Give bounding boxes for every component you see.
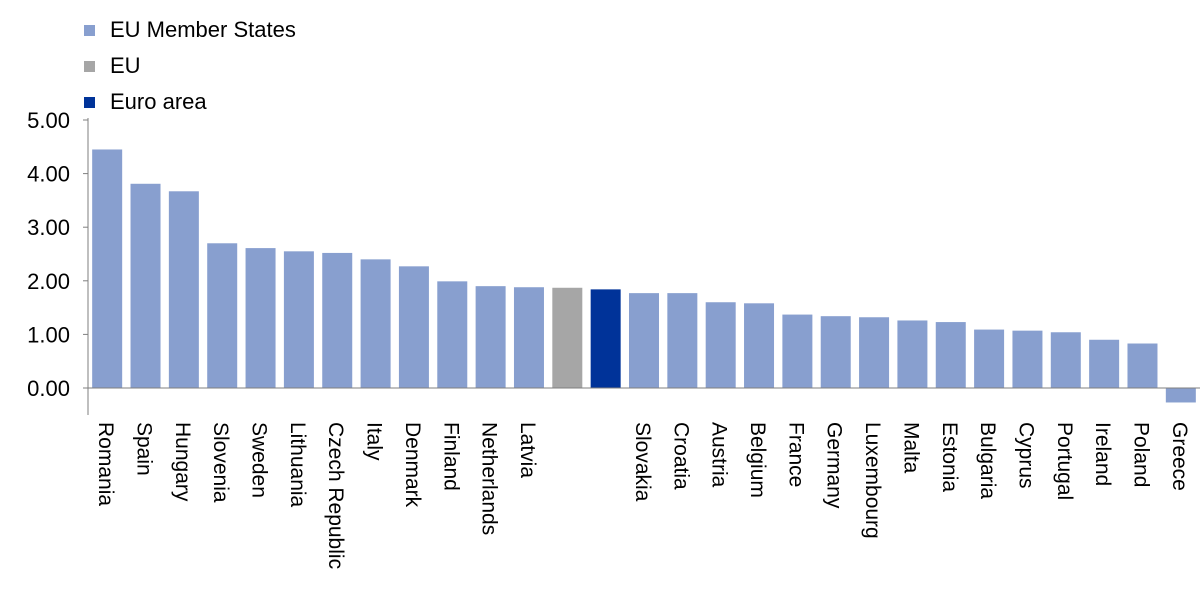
- y-tick-label: 1.00: [27, 322, 70, 347]
- legend-label: EU: [110, 53, 141, 78]
- x-tick-label: Italy: [363, 422, 386, 461]
- x-tick-label: Poland: [1129, 422, 1152, 487]
- bar-lithuania: [283, 251, 314, 388]
- y-tick-label: 3.00: [27, 215, 70, 240]
- x-tick-label: Croatia: [669, 422, 692, 490]
- bar-slovenia: [207, 243, 238, 388]
- x-tick-label: Malta: [899, 422, 922, 474]
- bar-spain: [130, 183, 161, 388]
- legend-item-member-states: EU Member States: [84, 12, 296, 48]
- bar-portugal: [1050, 332, 1081, 388]
- x-tick-label: Cyprus: [1014, 422, 1037, 489]
- bar-ireland: [1089, 339, 1120, 388]
- chart-legend: EU Member States EU Euro area: [84, 12, 296, 120]
- x-tick-label: France: [784, 422, 807, 487]
- x-tick-label: Spain: [133, 422, 156, 476]
- x-tick-label: Belgium: [746, 422, 769, 498]
- bar-netherlands: [475, 286, 506, 388]
- bar-bulgaria: [974, 329, 1005, 388]
- legend-item-euro-area: Euro area: [84, 84, 296, 120]
- bar-belgium: [744, 303, 775, 388]
- x-tick-label: Luxembourg: [861, 422, 884, 539]
- legend-item-eu: EU: [84, 48, 296, 84]
- x-tick-label: Slovenia: [209, 422, 232, 503]
- x-tick-label: Netherlands: [478, 422, 501, 535]
- legend-label: Euro area: [110, 89, 207, 114]
- x-tick-label: Sweden: [248, 422, 271, 498]
- legend-label: EU Member States: [110, 17, 296, 42]
- bar-finland: [437, 281, 468, 388]
- x-tick-label: Portugal: [1053, 422, 1076, 500]
- bar-eu: [552, 287, 583, 388]
- bar-czech-republic: [322, 252, 353, 388]
- bar-poland: [1127, 343, 1158, 388]
- bar-luxembourg: [859, 317, 890, 388]
- y-tick-label: 4.00: [27, 162, 70, 187]
- legend-swatch-eu: [84, 60, 95, 72]
- x-tick-label: Latvia: [516, 422, 539, 478]
- bar-latvia: [513, 287, 544, 388]
- x-tick-label: Greece: [1168, 422, 1191, 491]
- bar-cyprus: [1012, 330, 1043, 388]
- y-tick-label: 0.00: [27, 376, 70, 401]
- x-tick-label: Germany: [823, 422, 846, 509]
- x-tick-label: Romania: [94, 422, 117, 506]
- bar-euro-area: [590, 289, 621, 388]
- x-tick-label: Austria: [708, 422, 731, 488]
- x-tick-label: Ireland: [1091, 422, 1114, 486]
- bar-greece: [1165, 388, 1196, 403]
- bar-estonia: [935, 322, 966, 388]
- bar-france: [782, 314, 813, 388]
- legend-swatch-member-states: [84, 24, 95, 36]
- bar-germany: [820, 316, 851, 388]
- x-tick-label: Denmark: [401, 422, 424, 508]
- x-tick-label: Hungary: [171, 422, 194, 502]
- y-tick-label: 2.00: [27, 269, 70, 294]
- x-tick-label: Lithuania: [286, 422, 309, 508]
- x-tick-label: Slovakia: [631, 422, 654, 502]
- bar-croatia: [667, 293, 698, 388]
- bar-austria: [705, 302, 736, 388]
- bar-malta: [897, 320, 928, 388]
- x-tick-label: Czech Republic: [324, 422, 347, 569]
- x-tick-label: Estonia: [938, 422, 961, 492]
- bar-hungary: [168, 191, 199, 388]
- bar-romania: [92, 149, 123, 388]
- bar-slovakia: [629, 293, 659, 388]
- bar-sweden: [245, 248, 276, 388]
- y-tick-label: 5.00: [27, 108, 70, 133]
- bar-denmark: [398, 266, 429, 388]
- legend-swatch-euro-area: [84, 96, 95, 108]
- x-tick-label: Finland: [439, 422, 462, 491]
- x-tick-label: Bulgaria: [976, 422, 999, 499]
- bar-italy: [360, 259, 391, 388]
